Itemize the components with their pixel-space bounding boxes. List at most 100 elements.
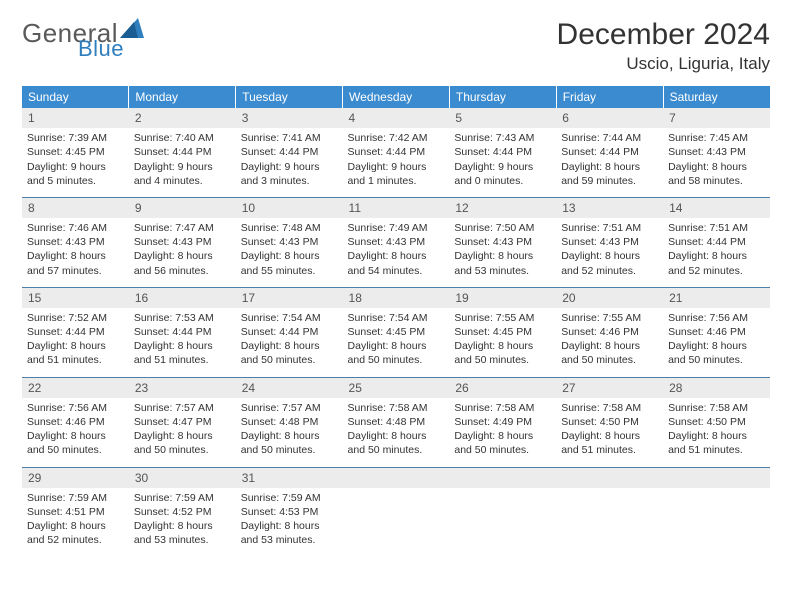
daylight-line: Daylight: 8 hours and 50 minutes. (27, 429, 124, 457)
day-cell: 2Sunrise: 7:40 AMSunset: 4:44 PMDaylight… (129, 108, 236, 197)
day-body: Sunrise: 7:46 AMSunset: 4:43 PMDaylight:… (22, 218, 129, 287)
sunrise-line: Sunrise: 7:52 AM (27, 311, 124, 325)
day-number: 4 (343, 108, 450, 128)
sunrise-line: Sunrise: 7:55 AM (454, 311, 551, 325)
day-body: Sunrise: 7:48 AMSunset: 4:43 PMDaylight:… (236, 218, 343, 287)
sunrise-line: Sunrise: 7:51 AM (561, 221, 658, 235)
sunrise-line: Sunrise: 7:59 AM (27, 491, 124, 505)
sunset-line: Sunset: 4:45 PM (27, 145, 124, 159)
daylight-line: Daylight: 9 hours and 3 minutes. (241, 160, 338, 188)
day-body (556, 488, 663, 546)
day-body: Sunrise: 7:58 AMSunset: 4:48 PMDaylight:… (343, 398, 450, 467)
sunrise-line: Sunrise: 7:58 AM (668, 401, 765, 415)
week-row: 22Sunrise: 7:56 AMSunset: 4:46 PMDayligh… (22, 377, 770, 467)
day-cell: 22Sunrise: 7:56 AMSunset: 4:46 PMDayligh… (22, 377, 129, 467)
day-cell: 4Sunrise: 7:42 AMSunset: 4:44 PMDaylight… (343, 108, 450, 197)
sunrise-line: Sunrise: 7:42 AM (348, 131, 445, 145)
dow-tuesday: Tuesday (236, 86, 343, 108)
day-body: Sunrise: 7:39 AMSunset: 4:45 PMDaylight:… (22, 128, 129, 197)
daylight-line: Daylight: 8 hours and 50 minutes. (454, 429, 551, 457)
daylight-line: Daylight: 8 hours and 58 minutes. (668, 160, 765, 188)
sunrise-line: Sunrise: 7:49 AM (348, 221, 445, 235)
sunset-line: Sunset: 4:51 PM (27, 505, 124, 519)
daylight-line: Daylight: 9 hours and 4 minutes. (134, 160, 231, 188)
day-body: Sunrise: 7:55 AMSunset: 4:46 PMDaylight:… (556, 308, 663, 377)
sunset-line: Sunset: 4:52 PM (134, 505, 231, 519)
week-row: 1Sunrise: 7:39 AMSunset: 4:45 PMDaylight… (22, 108, 770, 197)
daylight-line: Daylight: 8 hours and 50 minutes. (348, 429, 445, 457)
day-body: Sunrise: 7:58 AMSunset: 4:50 PMDaylight:… (556, 398, 663, 467)
day-body: Sunrise: 7:56 AMSunset: 4:46 PMDaylight:… (22, 398, 129, 467)
day-number: 17 (236, 288, 343, 308)
day-number: 22 (22, 378, 129, 398)
day-number: 7 (663, 108, 770, 128)
day-number (556, 468, 663, 488)
day-number (663, 468, 770, 488)
sunset-line: Sunset: 4:44 PM (241, 145, 338, 159)
daylight-line: Daylight: 8 hours and 53 minutes. (241, 519, 338, 547)
logo-triangle-icon (120, 18, 144, 38)
day-number: 13 (556, 198, 663, 218)
sunrise-line: Sunrise: 7:44 AM (561, 131, 658, 145)
sunrise-line: Sunrise: 7:51 AM (668, 221, 765, 235)
day-body: Sunrise: 7:54 AMSunset: 4:44 PMDaylight:… (236, 308, 343, 377)
day-cell: 25Sunrise: 7:58 AMSunset: 4:48 PMDayligh… (343, 377, 450, 467)
day-number: 16 (129, 288, 236, 308)
day-cell: 19Sunrise: 7:55 AMSunset: 4:45 PMDayligh… (449, 287, 556, 377)
day-cell: 23Sunrise: 7:57 AMSunset: 4:47 PMDayligh… (129, 377, 236, 467)
day-cell (343, 467, 450, 556)
daylight-line: Daylight: 8 hours and 54 minutes. (348, 249, 445, 277)
day-number: 30 (129, 468, 236, 488)
dow-sunday: Sunday (22, 86, 129, 108)
day-number (343, 468, 450, 488)
day-cell: 15Sunrise: 7:52 AMSunset: 4:44 PMDayligh… (22, 287, 129, 377)
sunset-line: Sunset: 4:48 PM (348, 415, 445, 429)
sunset-line: Sunset: 4:44 PM (241, 325, 338, 339)
logo-blue-text: Blue (78, 36, 124, 62)
day-body: Sunrise: 7:57 AMSunset: 4:47 PMDaylight:… (129, 398, 236, 467)
sunrise-line: Sunrise: 7:56 AM (27, 401, 124, 415)
header: General Blue December 2024 Uscio, Liguri… (22, 18, 770, 74)
daylight-line: Daylight: 8 hours and 50 minutes. (668, 339, 765, 367)
day-cell: 1Sunrise: 7:39 AMSunset: 4:45 PMDaylight… (22, 108, 129, 197)
day-number: 23 (129, 378, 236, 398)
sunset-line: Sunset: 4:46 PM (668, 325, 765, 339)
day-cell: 30Sunrise: 7:59 AMSunset: 4:52 PMDayligh… (129, 467, 236, 556)
day-body: Sunrise: 7:57 AMSunset: 4:48 PMDaylight:… (236, 398, 343, 467)
daylight-line: Daylight: 8 hours and 50 minutes. (134, 429, 231, 457)
day-number: 29 (22, 468, 129, 488)
day-cell: 18Sunrise: 7:54 AMSunset: 4:45 PMDayligh… (343, 287, 450, 377)
sunset-line: Sunset: 4:43 PM (561, 235, 658, 249)
day-body: Sunrise: 7:49 AMSunset: 4:43 PMDaylight:… (343, 218, 450, 287)
daylight-line: Daylight: 9 hours and 0 minutes. (454, 160, 551, 188)
day-body: Sunrise: 7:51 AMSunset: 4:44 PMDaylight:… (663, 218, 770, 287)
daylight-line: Daylight: 8 hours and 56 minutes. (134, 249, 231, 277)
day-number: 18 (343, 288, 450, 308)
calendar-table: Sunday Monday Tuesday Wednesday Thursday… (22, 86, 770, 556)
location-text: Uscio, Liguria, Italy (557, 54, 770, 74)
sunset-line: Sunset: 4:49 PM (454, 415, 551, 429)
sunset-line: Sunset: 4:44 PM (454, 145, 551, 159)
sunrise-line: Sunrise: 7:41 AM (241, 131, 338, 145)
day-cell: 12Sunrise: 7:50 AMSunset: 4:43 PMDayligh… (449, 197, 556, 287)
dow-saturday: Saturday (663, 86, 770, 108)
day-body: Sunrise: 7:56 AMSunset: 4:46 PMDaylight:… (663, 308, 770, 377)
day-number: 1 (22, 108, 129, 128)
sunset-line: Sunset: 4:43 PM (241, 235, 338, 249)
sunset-line: Sunset: 4:47 PM (134, 415, 231, 429)
day-number: 11 (343, 198, 450, 218)
daylight-line: Daylight: 8 hours and 59 minutes. (561, 160, 658, 188)
sunrise-line: Sunrise: 7:58 AM (561, 401, 658, 415)
daylight-line: Daylight: 8 hours and 55 minutes. (241, 249, 338, 277)
day-cell: 17Sunrise: 7:54 AMSunset: 4:44 PMDayligh… (236, 287, 343, 377)
day-body: Sunrise: 7:59 AMSunset: 4:53 PMDaylight:… (236, 488, 343, 557)
month-title: December 2024 (557, 18, 770, 52)
day-number: 25 (343, 378, 450, 398)
sunset-line: Sunset: 4:43 PM (27, 235, 124, 249)
daylight-line: Daylight: 8 hours and 52 minutes. (561, 249, 658, 277)
daylight-line: Daylight: 8 hours and 50 minutes. (561, 339, 658, 367)
sunset-line: Sunset: 4:50 PM (668, 415, 765, 429)
dow-friday: Friday (556, 86, 663, 108)
sunset-line: Sunset: 4:46 PM (561, 325, 658, 339)
daylight-line: Daylight: 8 hours and 51 minutes. (561, 429, 658, 457)
